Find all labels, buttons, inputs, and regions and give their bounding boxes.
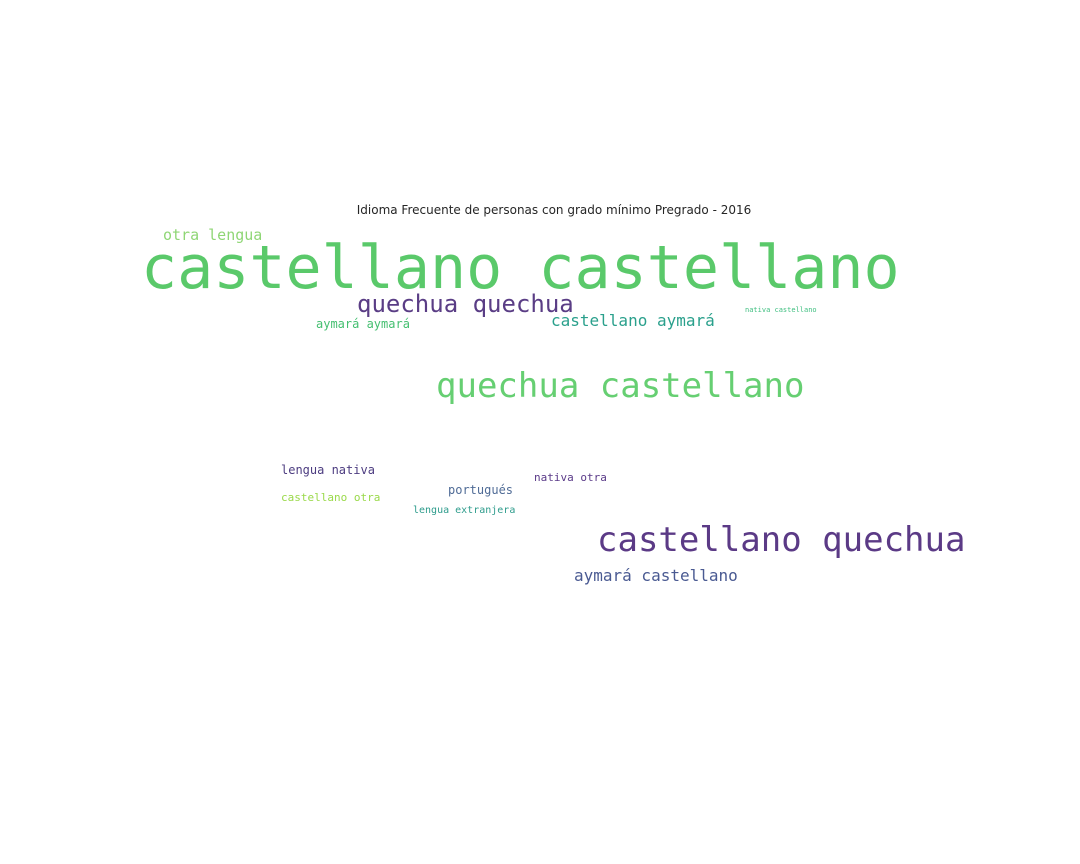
word-nativa-otra: nativa otra xyxy=(534,471,607,484)
word-lengua-nativa: lengua nativa xyxy=(281,463,375,477)
word-quechua-castellano: quechua castellano xyxy=(436,366,805,406)
word-castellano-aymara: castellano aymará xyxy=(551,311,715,330)
word-lengua-extranjera: lengua extranjera xyxy=(413,505,516,516)
word-nativa-castellano: nativa castellano xyxy=(745,306,817,314)
word-portugues: portugués xyxy=(448,483,514,497)
word-castellano-quechua: castellano quechua xyxy=(597,520,966,560)
word-aymara-aymara: aymará aymará xyxy=(316,317,410,331)
word-aymara-castellano: aymará castellano xyxy=(574,566,738,585)
word-quechua-quechua: quechua quechua xyxy=(357,290,574,318)
chart-title: Idioma Frecuente de personas con grado m… xyxy=(356,203,752,217)
word-castellano-otra: castellano otra xyxy=(281,491,381,504)
word-castellano-castellano: castellano castellano xyxy=(141,233,900,303)
word-otra-lengua: otra lengua xyxy=(163,226,263,244)
